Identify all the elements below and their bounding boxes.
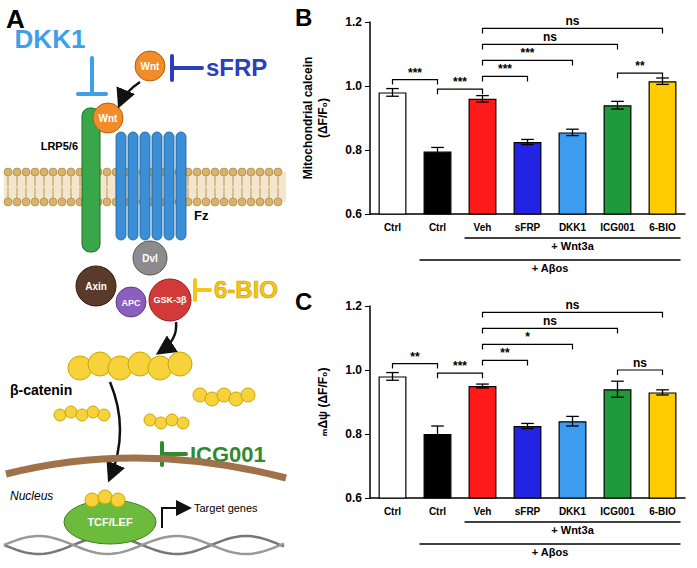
svg-text:+ Aβos: + Aβos	[532, 546, 569, 558]
svg-text:Wnt: Wnt	[99, 113, 119, 124]
svg-text:ICG001: ICG001	[600, 222, 635, 233]
svg-text:DKK1: DKK1	[15, 24, 86, 54]
svg-text:sFRP: sFRP	[515, 506, 541, 517]
svg-text:sFRP: sFRP	[515, 222, 541, 233]
svg-text:*: *	[525, 330, 530, 344]
svg-text:sFRP: sFRP	[206, 54, 267, 81]
svg-text:1.0: 1.0	[345, 79, 362, 93]
svg-text:Veh: Veh	[474, 506, 492, 517]
svg-text:(ΔF/F₀): (ΔF/F₀)	[316, 98, 330, 138]
svg-text:Ctrl: Ctrl	[429, 222, 446, 233]
svg-text:Veh: Veh	[474, 222, 492, 233]
svg-text:ns: ns	[543, 30, 557, 44]
svg-text:β-catenin: β-catenin	[10, 382, 72, 398]
svg-text:***: ***	[408, 66, 422, 80]
svg-text:+ Aβos: + Aβos	[532, 262, 569, 274]
svg-text:**: **	[410, 350, 420, 364]
svg-text:ₘΔψ (ΔF/F₀): ₘΔψ (ΔF/F₀)	[316, 368, 330, 437]
svg-text:1.2: 1.2	[345, 15, 362, 29]
svg-text:1.0: 1.0	[345, 363, 362, 377]
svg-text:0.6: 0.6	[345, 491, 362, 505]
svg-text:6-BIO: 6-BIO	[649, 222, 676, 233]
svg-text:ns: ns	[543, 314, 557, 328]
svg-text:ICG001: ICG001	[600, 506, 635, 517]
svg-text:TCF/LEF: TCF/LEF	[87, 516, 132, 528]
svg-text:Ctrl: Ctrl	[429, 506, 446, 517]
svg-text:***: ***	[453, 359, 467, 373]
svg-text:**: **	[500, 346, 510, 360]
svg-text:DKK1: DKK1	[559, 506, 587, 517]
svg-text:Axin: Axin	[85, 281, 107, 292]
svg-text:C: C	[295, 288, 312, 315]
svg-text:0.6: 0.6	[345, 207, 362, 221]
svg-text:Dvl: Dvl	[142, 253, 158, 264]
svg-text:Mitochondrial calcein: Mitochondrial calcein	[301, 57, 315, 180]
svg-text:0.8: 0.8	[345, 427, 362, 441]
svg-text:***: ***	[453, 75, 467, 89]
svg-text:ns: ns	[633, 356, 647, 370]
svg-text:ns: ns	[565, 14, 579, 28]
svg-text:APC: APC	[121, 298, 141, 308]
svg-text:A: A	[6, 4, 25, 34]
svg-text:***: ***	[520, 46, 534, 60]
svg-text:DKK1: DKK1	[559, 222, 587, 233]
svg-text:Ctrl: Ctrl	[384, 506, 401, 517]
svg-text:Wnt: Wnt	[141, 61, 161, 72]
svg-text:6-BIO: 6-BIO	[214, 276, 278, 303]
svg-text:LRP5/6: LRP5/6	[41, 140, 78, 152]
svg-text:Target genes: Target genes	[194, 502, 258, 514]
svg-text:1.2: 1.2	[345, 299, 362, 313]
svg-text:Ctrl: Ctrl	[384, 222, 401, 233]
svg-text:0.8: 0.8	[345, 143, 362, 157]
svg-text:+ Wnt3a: + Wnt3a	[551, 240, 594, 252]
svg-text:GSK-3β: GSK-3β	[154, 295, 188, 305]
svg-text:ICG001: ICG001	[190, 442, 266, 467]
svg-text:Nucleus: Nucleus	[10, 489, 53, 503]
svg-text:ns: ns	[565, 298, 579, 312]
svg-text:Fz: Fz	[194, 208, 209, 223]
svg-text:**: **	[635, 59, 645, 73]
svg-text:6-BIO: 6-BIO	[649, 506, 676, 517]
svg-text:B: B	[295, 4, 312, 31]
svg-text:***: ***	[498, 62, 512, 76]
svg-text:+ Wnt3a: + Wnt3a	[551, 524, 594, 536]
